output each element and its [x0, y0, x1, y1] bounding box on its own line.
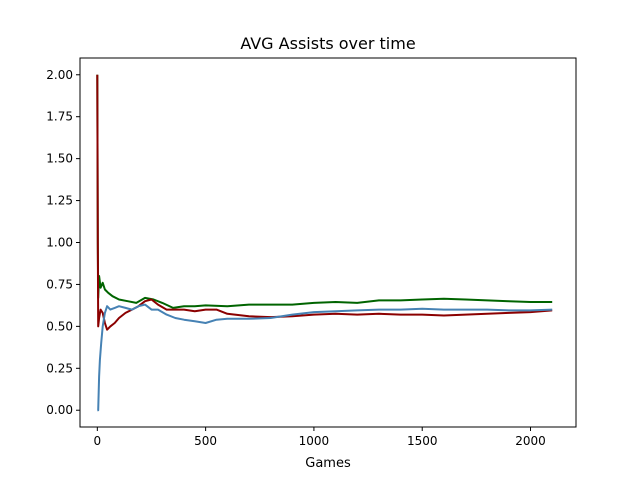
plot-area — [79, 57, 577, 428]
y-tick-label: 1.00 — [46, 236, 73, 250]
x-tick-label: 500 — [194, 434, 217, 448]
x-tick-label: 0 — [94, 434, 102, 448]
y-tick-label: 0.00 — [46, 403, 73, 417]
series-layer — [96, 74, 553, 412]
y-tick-label: 0.25 — [46, 361, 73, 375]
y-tick-label: 1.75 — [46, 110, 73, 124]
y-tick-label: 0.50 — [46, 319, 73, 333]
y-tick-label: 2.00 — [46, 68, 73, 82]
y-tick-label: 0.75 — [46, 277, 73, 291]
x-axis-label: Games — [305, 456, 351, 471]
x-tick-label: 1500 — [407, 434, 438, 448]
y-tick-label: 1.50 — [46, 152, 73, 166]
x-tick-label: 1000 — [299, 434, 330, 448]
x-tick-label: 2000 — [515, 434, 546, 448]
chart-title: AVG Assists over time — [240, 34, 415, 53]
series-line-3 — [97, 303, 553, 412]
x-axis: 0 500 1000 1500 2000 — [94, 427, 546, 448]
y-axis: 0.00 0.25 0.50 0.75 1.00 1.25 1.50 1.75 2.00 — [46, 68, 80, 417]
series-line-2 — [96, 74, 553, 331]
series-line-1 — [96, 74, 553, 309]
y-tick-label: 1.25 — [46, 194, 73, 208]
